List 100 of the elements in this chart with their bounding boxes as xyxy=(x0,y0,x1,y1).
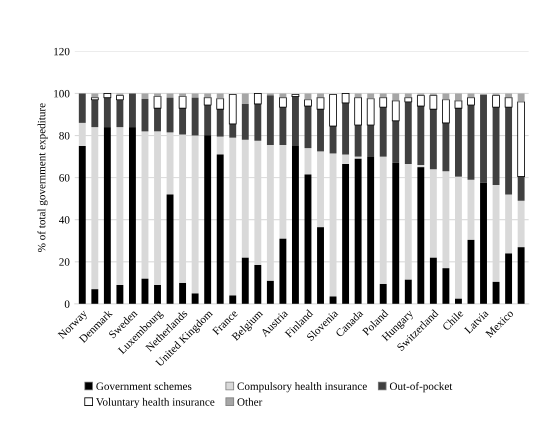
bar xyxy=(492,107,500,185)
bar xyxy=(304,93,312,100)
y-tick-label: 40 xyxy=(59,216,70,224)
bar xyxy=(142,93,148,99)
bar xyxy=(78,146,86,304)
bar xyxy=(166,93,174,98)
y-tick-label: 0 xyxy=(64,300,70,308)
bar xyxy=(518,247,525,304)
bar xyxy=(330,126,337,154)
bar xyxy=(179,93,186,97)
bar xyxy=(216,154,224,304)
bar xyxy=(492,93,500,96)
legend-label: Voluntary health insurance xyxy=(96,398,214,408)
bar xyxy=(404,93,412,98)
bar xyxy=(468,93,474,98)
bar xyxy=(292,146,299,304)
bar xyxy=(178,96,186,109)
bar xyxy=(279,238,286,304)
bar xyxy=(380,93,387,98)
bar xyxy=(116,93,124,96)
bar xyxy=(442,268,450,304)
bar xyxy=(417,93,424,96)
bar xyxy=(179,282,186,304)
bar xyxy=(91,100,98,128)
bar xyxy=(304,148,312,174)
bar xyxy=(103,93,112,98)
bar xyxy=(442,99,450,124)
bar xyxy=(392,162,400,304)
bar xyxy=(116,100,124,128)
bar xyxy=(104,98,111,128)
bar xyxy=(342,93,350,104)
bar xyxy=(467,97,475,106)
bar xyxy=(517,101,526,177)
bar xyxy=(116,284,124,304)
bar xyxy=(367,93,374,99)
bar xyxy=(254,93,262,104)
bar xyxy=(454,108,462,177)
bar xyxy=(116,95,124,100)
bar xyxy=(216,136,224,154)
bar xyxy=(342,154,350,164)
bar xyxy=(154,96,162,109)
bar xyxy=(518,176,525,201)
bar xyxy=(204,97,212,106)
bar xyxy=(416,95,425,106)
bar xyxy=(480,182,487,304)
bar xyxy=(342,164,350,304)
bar xyxy=(492,282,500,304)
bar xyxy=(128,127,136,304)
bar xyxy=(330,296,337,304)
bar xyxy=(379,97,388,108)
bar xyxy=(142,278,148,304)
bar xyxy=(142,98,148,132)
bar xyxy=(367,156,374,304)
bar xyxy=(354,158,362,304)
bar xyxy=(204,93,212,98)
bar xyxy=(454,298,462,304)
bar xyxy=(279,97,287,108)
bar xyxy=(417,164,424,168)
bar xyxy=(242,258,249,304)
bar xyxy=(216,93,224,99)
bar xyxy=(316,97,324,110)
bar xyxy=(292,94,300,98)
bar xyxy=(380,284,387,304)
y-tick-label: 60 xyxy=(59,174,70,182)
y-tick-label: 80 xyxy=(59,132,70,140)
bar xyxy=(292,96,299,146)
bar xyxy=(317,227,324,304)
bar xyxy=(179,108,186,134)
bar xyxy=(492,95,500,108)
bar xyxy=(518,93,525,102)
legend-label: Compulsory health insurance xyxy=(237,382,367,392)
bar xyxy=(266,280,274,304)
bar xyxy=(392,93,400,101)
bar xyxy=(279,107,286,146)
bar xyxy=(228,94,237,124)
bar xyxy=(367,125,374,157)
bar xyxy=(430,109,437,170)
bar xyxy=(192,293,199,304)
bar xyxy=(192,93,199,98)
bar xyxy=(404,102,412,164)
bar xyxy=(505,107,512,194)
bar xyxy=(91,93,98,98)
bar xyxy=(404,280,412,304)
bar xyxy=(505,93,512,98)
bar xyxy=(354,97,362,126)
bar xyxy=(229,124,236,138)
bar xyxy=(480,94,487,183)
bar xyxy=(417,167,424,304)
bar xyxy=(128,93,136,128)
y-axis-title: % of total government expediture xyxy=(37,103,48,252)
bar xyxy=(254,264,262,304)
y-tick-label: 20 xyxy=(59,258,70,266)
bar xyxy=(266,93,274,96)
bar xyxy=(154,93,161,97)
bar xyxy=(505,253,512,304)
bar xyxy=(216,109,224,137)
bar xyxy=(404,97,412,102)
bar xyxy=(91,289,98,304)
legend-label: Out-of-pocket xyxy=(390,382,452,392)
bar xyxy=(468,105,474,180)
